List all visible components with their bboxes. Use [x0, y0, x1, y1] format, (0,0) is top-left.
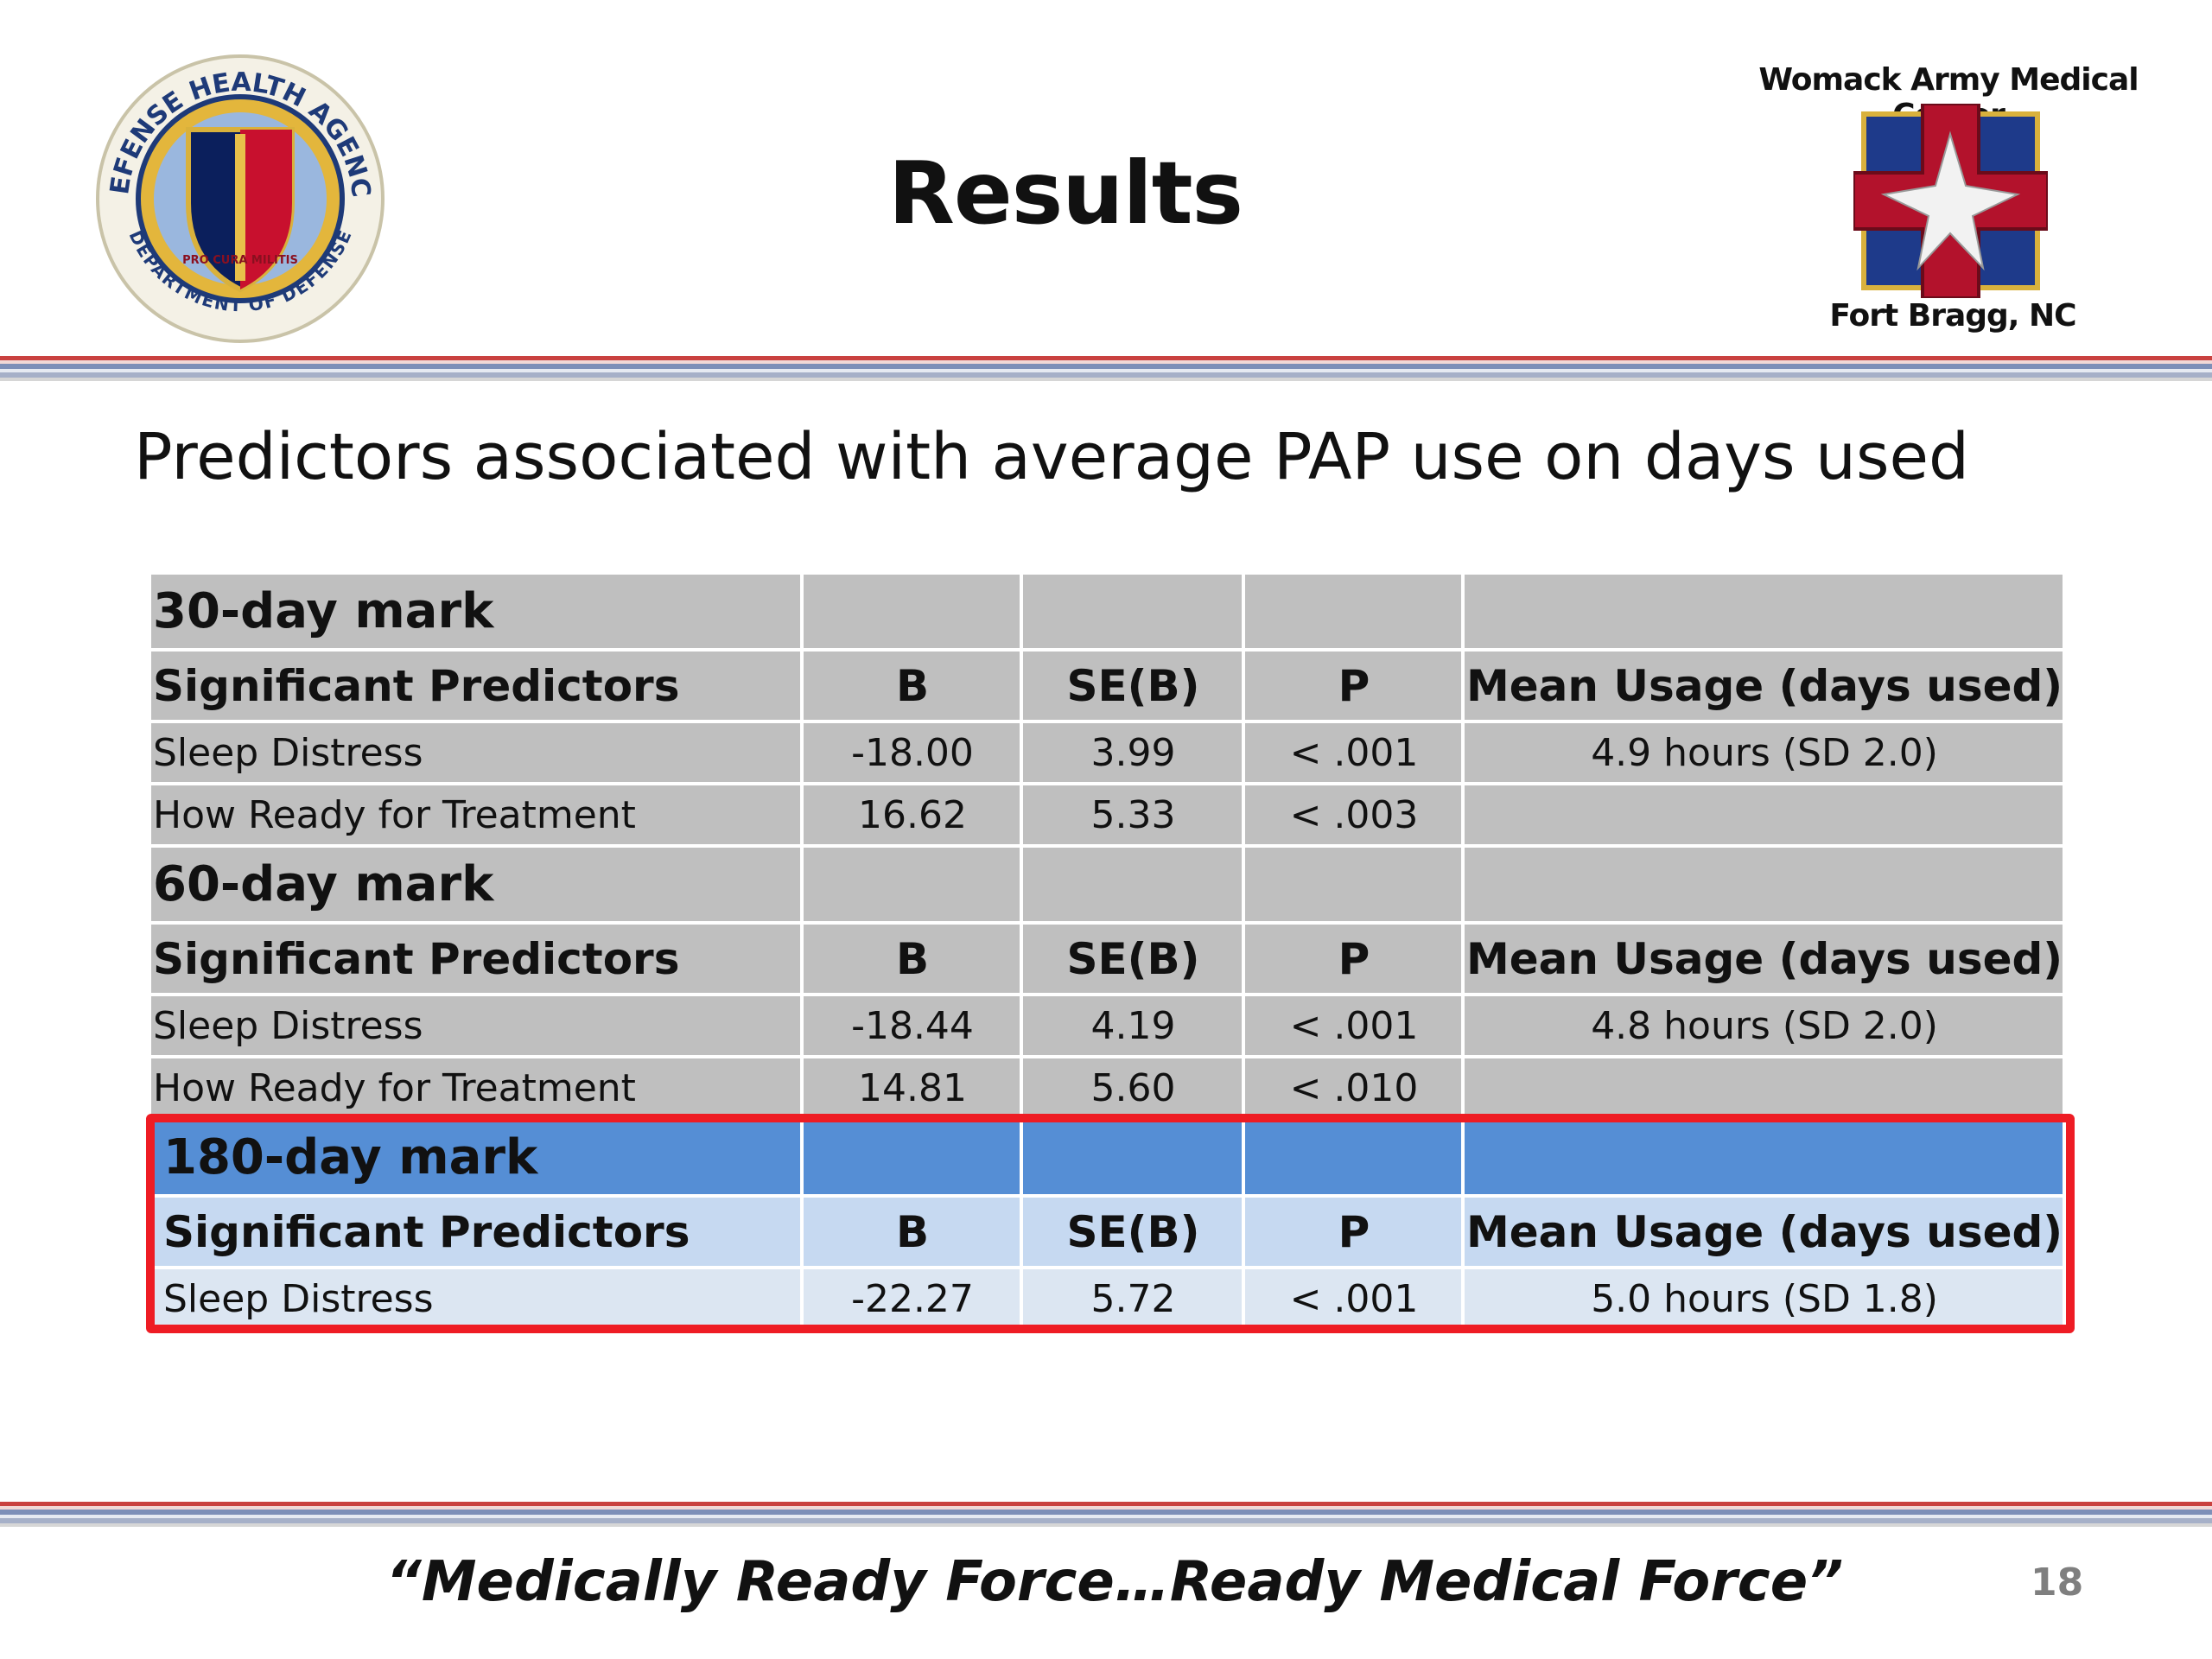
- column-header: P: [1242, 921, 1465, 996]
- empty-cell: [800, 844, 1023, 925]
- table-cell: < .001: [1242, 720, 1465, 785]
- column-header: Significant Predictors: [148, 921, 804, 996]
- column-header: Significant Predictors: [148, 1194, 804, 1269]
- section-row: 60-day mark: [148, 844, 2067, 925]
- column-header: P: [1242, 1194, 1465, 1269]
- table-cell: 4.9 hours (SD 2.0): [1460, 720, 2067, 785]
- section-row: 30-day mark: [148, 571, 2067, 652]
- hospital-location: Fort Bragg, NC: [1829, 298, 2076, 334]
- slide-title: Results: [887, 143, 1243, 244]
- data-row: Sleep Distress -18.44 4.19 < .001 4.8 hours …: [148, 993, 2067, 1058]
- empty-cell: [1020, 1117, 1245, 1198]
- column-header: B: [800, 1194, 1023, 1269]
- header-row: Significant Predictors B SE(B) P Mean Usage …: [148, 1194, 2067, 1269]
- table-cell: 4.8 hours (SD 2.0): [1460, 993, 2067, 1058]
- column-header: Significant Predictors: [148, 648, 804, 723]
- empty-cell: [1460, 571, 2067, 652]
- empty-cell: [800, 1117, 1023, 1198]
- table-cell: 3.99: [1020, 720, 1245, 785]
- table-cell: 5.33: [1020, 782, 1245, 848]
- table-cell: 16.62: [800, 782, 1023, 848]
- table-cell: -18.44: [800, 993, 1023, 1058]
- table-cell: How Ready for Treatment: [148, 1055, 804, 1121]
- column-header: B: [800, 921, 1023, 996]
- empty-cell: [1020, 844, 1245, 925]
- header-row: Significant Predictors B SE(B) P Mean Usage …: [148, 921, 2067, 996]
- column-header: B: [800, 648, 1023, 723]
- column-header: SE(B): [1020, 648, 1245, 723]
- results-table: 30-day mark Significant Predictors B SE(B) P…: [148, 571, 2067, 1332]
- data-row: Sleep Distress -22.27 5.72 < .001 5.0 hours …: [148, 1266, 2067, 1332]
- seal-motto: PRO CURA MILITIS: [182, 254, 298, 267]
- empty-cell: [800, 571, 1023, 652]
- section-row: 180-day mark: [148, 1117, 2067, 1198]
- subtitle: Predictors associated with average PAP u…: [134, 420, 1969, 494]
- table-cell: < .001: [1242, 993, 1465, 1058]
- column-header: P: [1242, 648, 1465, 723]
- section-title: 30-day mark: [148, 571, 804, 652]
- table-cell: 5.0 hours (SD 1.8): [1460, 1266, 2067, 1332]
- table-cell: -22.27: [800, 1266, 1023, 1332]
- table-cell: 14.81: [800, 1055, 1023, 1121]
- column-header: SE(B): [1020, 1194, 1245, 1269]
- data-row: Sleep Distress -18.00 3.99 < .001 4.9 hours …: [148, 720, 2067, 785]
- table-cell: -18.00: [800, 720, 1023, 785]
- column-header: Mean Usage (days used): [1460, 921, 2067, 996]
- empty-cell: [1020, 571, 1245, 652]
- data-row: How Ready for Treatment 14.81 5.60 < .010: [148, 1055, 2067, 1121]
- section-title: 60-day mark: [148, 844, 804, 925]
- column-header: SE(B): [1020, 921, 1245, 996]
- empty-cell: [1242, 571, 1465, 652]
- header-divider: [0, 353, 2212, 385]
- empty-cell: [1242, 844, 1465, 925]
- table-cell: How Ready for Treatment: [148, 782, 804, 848]
- table-cell: [1460, 782, 2067, 848]
- dha-seal: DEFENSE HEALTH AGENCY DEPARTMENT OF DEFE…: [86, 48, 385, 343]
- table-cell: 5.60: [1020, 1055, 1245, 1121]
- table-cell: 4.19: [1020, 993, 1245, 1058]
- empty-cell: [1242, 1117, 1465, 1198]
- column-header: Mean Usage (days used): [1460, 648, 2067, 723]
- column-header: Mean Usage (days used): [1460, 1194, 2067, 1269]
- footer-motto: “Medically Ready Force…Ready Medical For…: [385, 1550, 1844, 1614]
- highlight-box: [146, 1114, 2075, 1333]
- table-cell: Sleep Distress: [148, 993, 804, 1058]
- table-cell: 5.72: [1020, 1266, 1245, 1332]
- empty-cell: [1460, 1117, 2067, 1198]
- section-title: 180-day mark: [148, 1117, 804, 1198]
- womack-logo: [1853, 104, 2048, 298]
- page-number: 18: [2031, 1560, 2084, 1605]
- table-cell: < .010: [1242, 1055, 1465, 1121]
- empty-cell: [1460, 844, 2067, 925]
- footer-divider: [0, 1498, 2212, 1531]
- table-cell: [1460, 1055, 2067, 1121]
- table-cell: < .001: [1242, 1266, 1465, 1332]
- data-row: How Ready for Treatment 16.62 5.33 < .003: [148, 782, 2067, 848]
- table-cell: < .003: [1242, 782, 1465, 848]
- table-cell: Sleep Distress: [148, 1266, 804, 1332]
- header-row: Significant Predictors B SE(B) P Mean Usage …: [148, 648, 2067, 723]
- table-cell: Sleep Distress: [148, 720, 804, 785]
